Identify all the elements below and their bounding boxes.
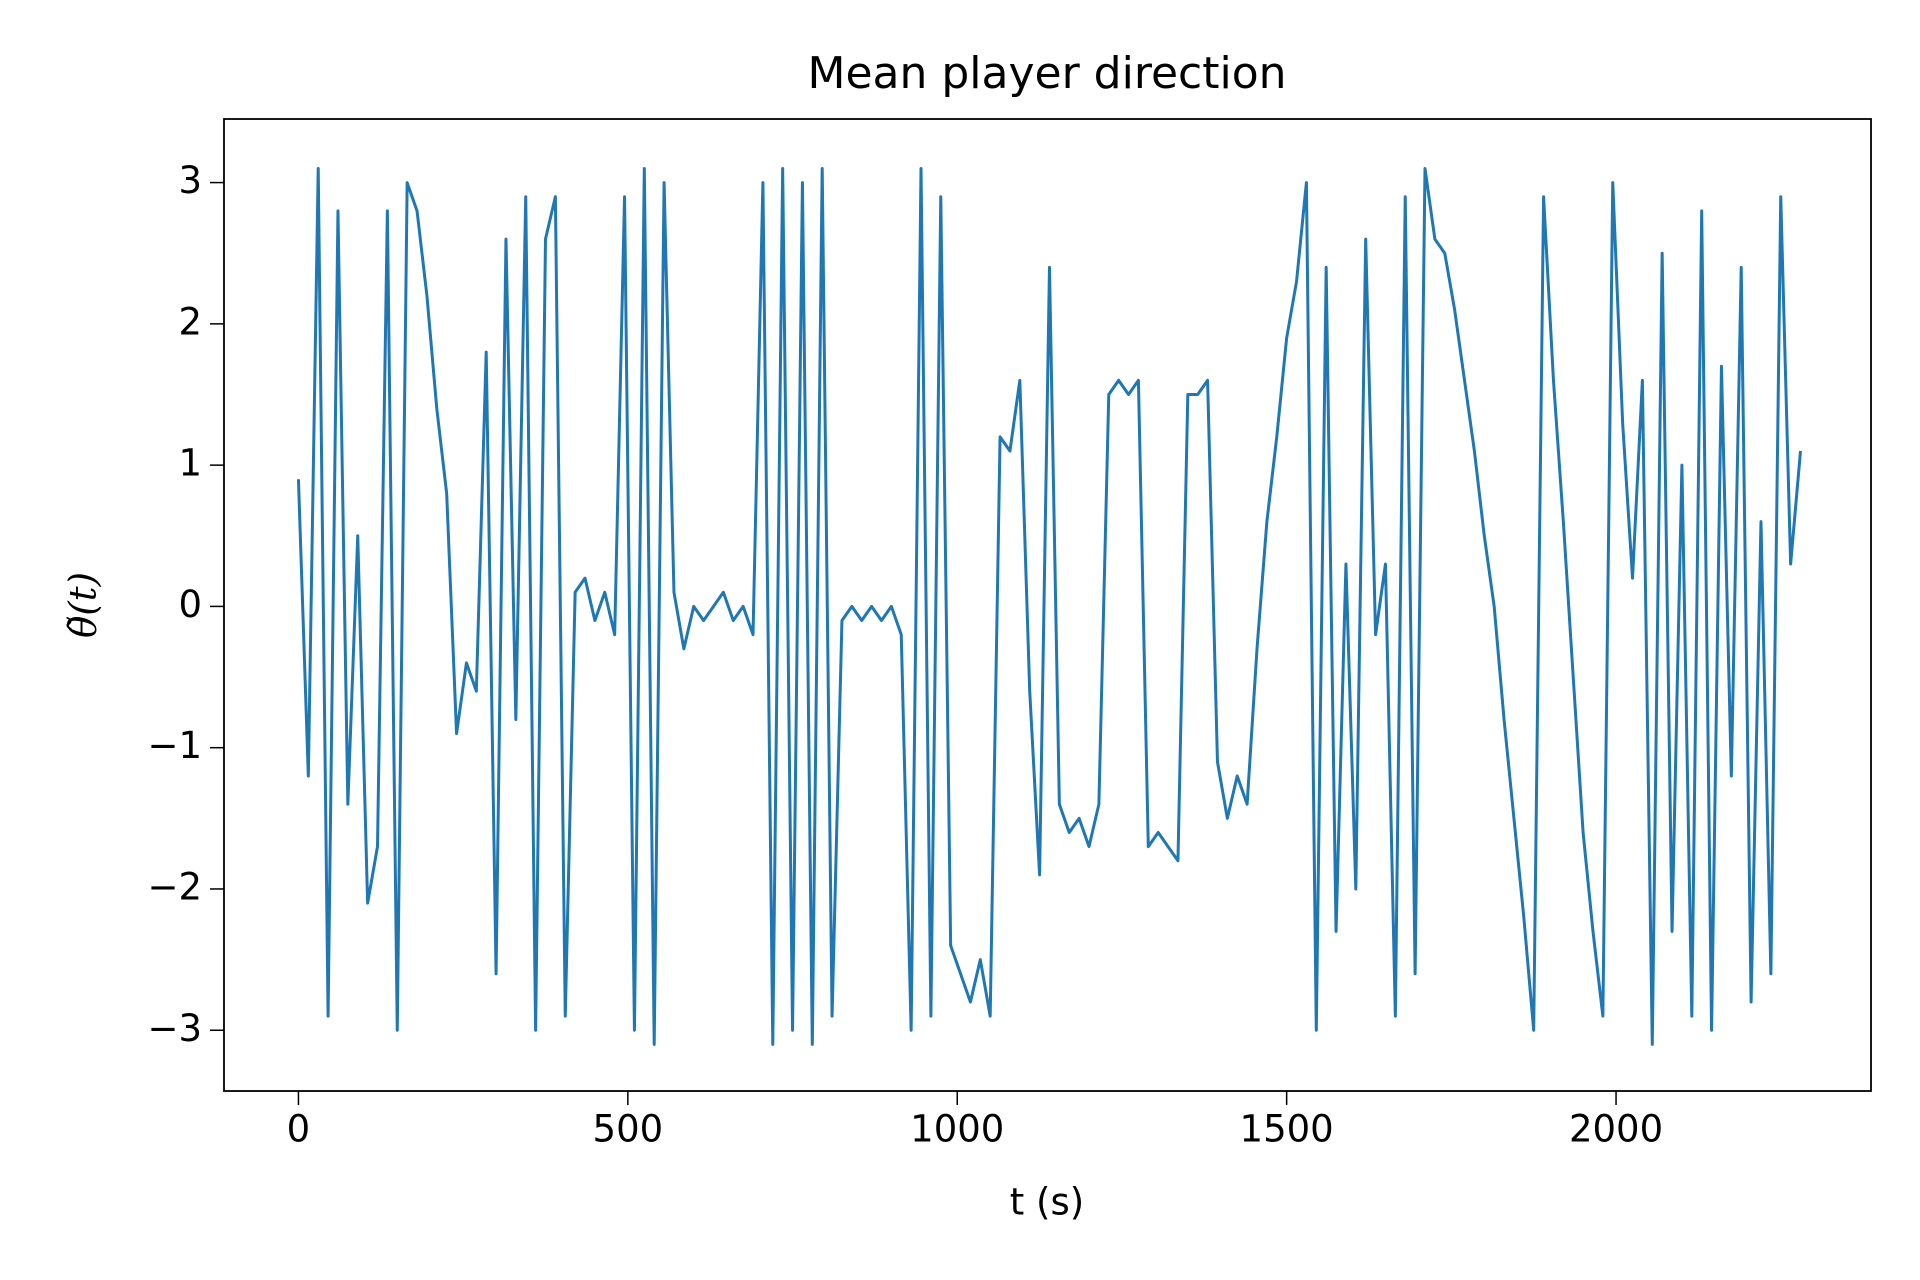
y-tick-label: 2 xyxy=(178,300,202,343)
y-tick-label: −2 xyxy=(147,865,202,908)
x-axis-label: t (s) xyxy=(1010,1181,1084,1224)
y-tick-label: 0 xyxy=(178,583,202,626)
y-tick-label: −1 xyxy=(147,724,202,767)
plot-frame xyxy=(223,118,1872,1092)
x-tick-label: 1000 xyxy=(910,1108,1004,1151)
y-tick-label: 1 xyxy=(178,442,202,485)
y-tick-label: −3 xyxy=(147,1007,202,1050)
x-tick-label: 1500 xyxy=(1240,1108,1334,1151)
data-line xyxy=(296,166,1803,1046)
x-tick-label: 0 xyxy=(287,1108,311,1151)
chart-title: Mean player direction xyxy=(808,48,1287,99)
y-axis-label: θ̃(t) xyxy=(62,572,105,638)
x-tick-label: 500 xyxy=(593,1108,664,1151)
y-tick-label: 3 xyxy=(178,159,202,202)
x-tick-label: 2000 xyxy=(1569,1108,1663,1151)
